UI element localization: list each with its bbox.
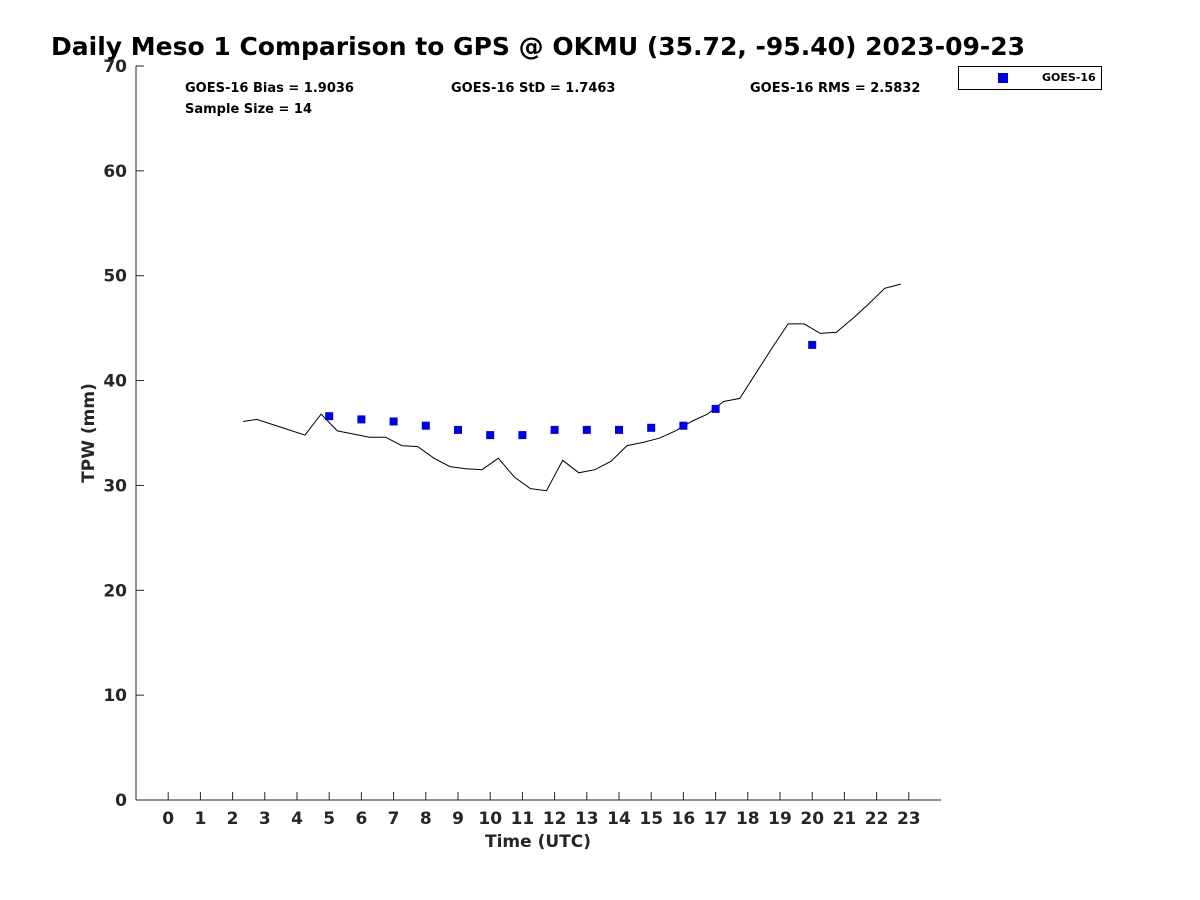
- goes16-point: [421, 421, 430, 430]
- bias-stat: GOES-16 Bias = 1.9036: [185, 81, 354, 96]
- x-tick-label: 16: [672, 809, 696, 829]
- x-tick-label: 4: [291, 809, 303, 829]
- goes16-point: [325, 412, 334, 421]
- x-axis-label: Time (UTC): [485, 832, 591, 852]
- x-tick-label: 21: [833, 809, 857, 829]
- x-tick-label: 5: [323, 809, 335, 829]
- x-tick-label: 9: [452, 809, 464, 829]
- goes16-point: [550, 425, 559, 434]
- legend-marker: [998, 73, 1008, 83]
- x-tick-label: 7: [388, 809, 400, 829]
- y-tick-label: 0: [115, 791, 127, 811]
- goes16-point-series: [325, 340, 817, 440]
- chart-title: Daily Meso 1 Comparison to GPS @ OKMU (3…: [51, 32, 1025, 61]
- goes16-point: [486, 431, 495, 440]
- goes16-point: [808, 340, 817, 349]
- y-tick-label: 30: [103, 476, 127, 496]
- x-tick-label: 19: [768, 809, 792, 829]
- x-tick-label: 8: [420, 809, 432, 829]
- sample-size-stat: Sample Size = 14: [185, 102, 312, 117]
- goes16-point: [357, 415, 366, 424]
- x-tick-label: 13: [575, 809, 599, 829]
- y-tick-label: 10: [103, 686, 127, 706]
- x-tick-label: 20: [800, 809, 824, 829]
- legend-label: GOES-16: [1042, 71, 1096, 84]
- gps-line: [243, 283, 901, 492]
- y-axis-label: TPW (mm): [79, 383, 99, 483]
- y-tick-label: 50: [103, 267, 127, 287]
- goes16-point: [679, 421, 688, 430]
- goes16-point: [647, 423, 656, 432]
- x-tick-label: 1: [194, 809, 206, 829]
- x-tick-label: 15: [639, 809, 663, 829]
- goes16-point: [518, 431, 527, 440]
- gps-line-series: [243, 283, 901, 492]
- x-tick-label: 10: [478, 809, 502, 829]
- goes16-point: [454, 425, 462, 434]
- x-tick-label: 23: [897, 809, 921, 829]
- y-tick-label: 20: [103, 581, 127, 601]
- x-tick-label: 2: [227, 809, 239, 829]
- x-tick-label: 22: [865, 809, 889, 829]
- x-tick-label: 6: [355, 809, 367, 829]
- rms-stat: GOES-16 RMS = 2.5832: [750, 81, 920, 96]
- x-tick-label: 11: [511, 809, 535, 829]
- x-tick-label: 14: [607, 809, 631, 829]
- x-tick-label: 17: [704, 809, 728, 829]
- x-tick-label: 0: [162, 809, 174, 829]
- goes16-point: [389, 417, 398, 426]
- legend: GOES-16: [958, 66, 1102, 90]
- y-tick-label: 40: [103, 372, 127, 392]
- y-tick-label: 60: [103, 162, 127, 182]
- goes16-point: [582, 425, 591, 434]
- x-tick-label: 3: [259, 809, 271, 829]
- legend-box: [958, 66, 1102, 90]
- goes16-point: [711, 404, 720, 413]
- std-stat: GOES-16 StD = 1.7463: [451, 81, 615, 96]
- x-tick-label: 12: [543, 809, 567, 829]
- x-tick-label: 18: [736, 809, 760, 829]
- y-tick-label: 70: [103, 57, 127, 77]
- goes16-point: [615, 425, 623, 434]
